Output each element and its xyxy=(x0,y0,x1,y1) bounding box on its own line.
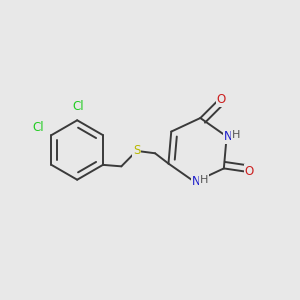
Text: O: O xyxy=(217,93,226,106)
Text: Cl: Cl xyxy=(32,121,44,134)
Text: N: N xyxy=(224,130,233,143)
Text: H: H xyxy=(232,130,240,140)
Text: S: S xyxy=(133,144,140,158)
Text: Cl: Cl xyxy=(73,100,85,113)
Text: H: H xyxy=(200,175,208,184)
Text: O: O xyxy=(245,165,254,178)
Text: N: N xyxy=(192,176,201,188)
